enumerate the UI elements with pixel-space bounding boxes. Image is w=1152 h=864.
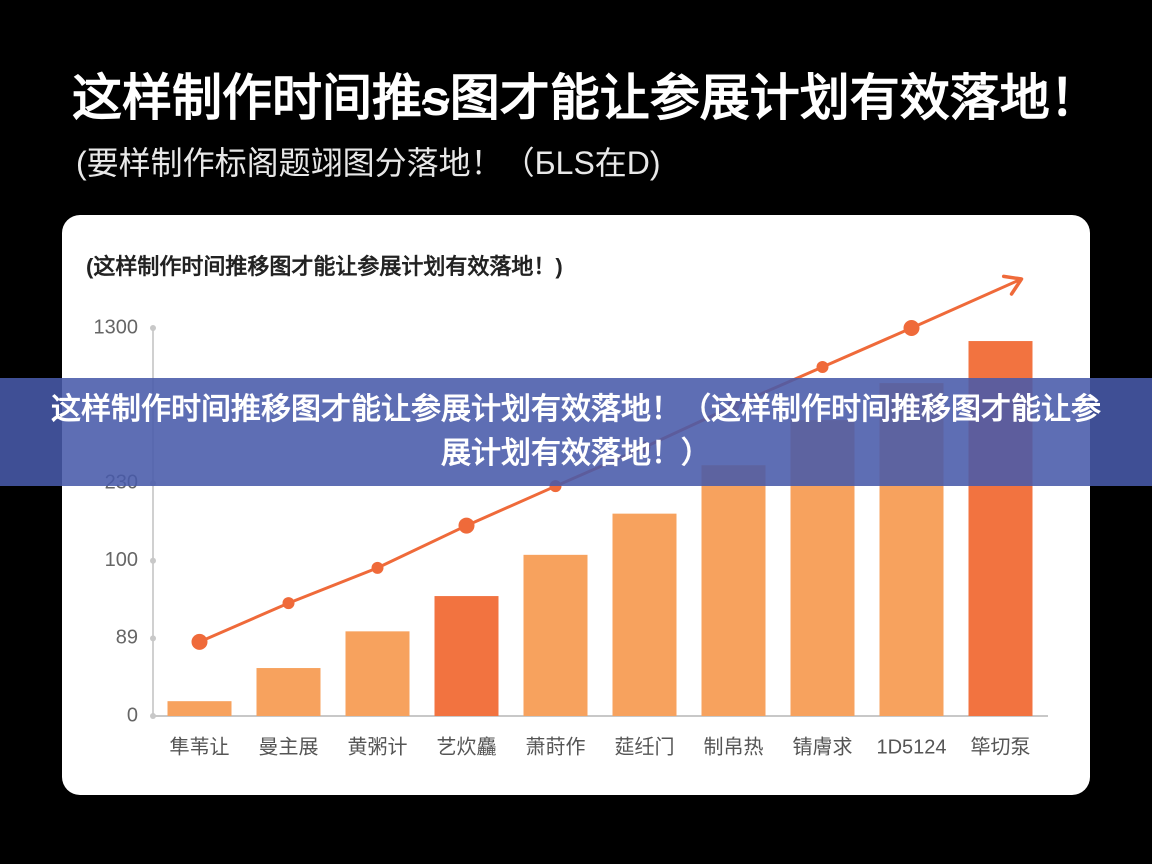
bar [523,554,588,716]
line-point [282,597,295,610]
page-title: 这样制作时间推ᵴ图才能让参展计划有效落地！ [72,70,1100,126]
x-tick-label: 制帛热 [704,735,764,758]
x-tick-label: 1D5124 [876,736,946,758]
line-point [816,361,829,374]
y-tick-label: 89 [116,627,138,649]
y-tick-mark [150,325,156,331]
trend-arrow-head [1001,274,1024,296]
bar [434,596,499,716]
banner: 这样制作时间推移图才能让参展计划有效落地！（这样制作时间推移图才能让参展计划有效… [0,378,1152,486]
line-point [191,633,208,650]
y-tick-label: 1300 [94,316,139,338]
x-tick-label: 锖膚求 [793,735,853,758]
line-point [903,320,920,336]
y-tick-mark [150,635,156,642]
bar [701,465,766,716]
bar [167,701,232,716]
x-tick-label: 艺炊麤 [437,735,497,758]
y-tick-mark [150,557,156,564]
x-tick-label: 莚纴门 [615,735,675,758]
x-tick-label: 黄粥计 [348,735,408,758]
x-tick-label: 萧莳作 [526,735,586,758]
page-subtitle: (要样制作标阁题翊图分落地！（БLS在D) [76,145,661,181]
x-tick-label: 曼主展 [259,735,319,758]
bar [256,668,321,716]
trend-arrow [910,277,1023,330]
x-tick-label: 隼苇让 [170,735,230,758]
x-tick-label: 筚切泵 [971,735,1031,758]
banner-text: 这样制作时间推移图才能让参展计划有效落地！（这样制作时间推移图才能让参展计划有效… [51,393,1101,470]
line-point [371,561,384,574]
y-tick-mark [150,713,156,719]
chart-title: (这样制作时间推移图才能让参展计划有效落地！) [86,254,563,279]
y-tick-label: 100 [105,549,138,571]
line-point [458,517,475,534]
y-tick-label: 0 [127,704,138,726]
bar [612,513,677,716]
bar [345,631,410,716]
